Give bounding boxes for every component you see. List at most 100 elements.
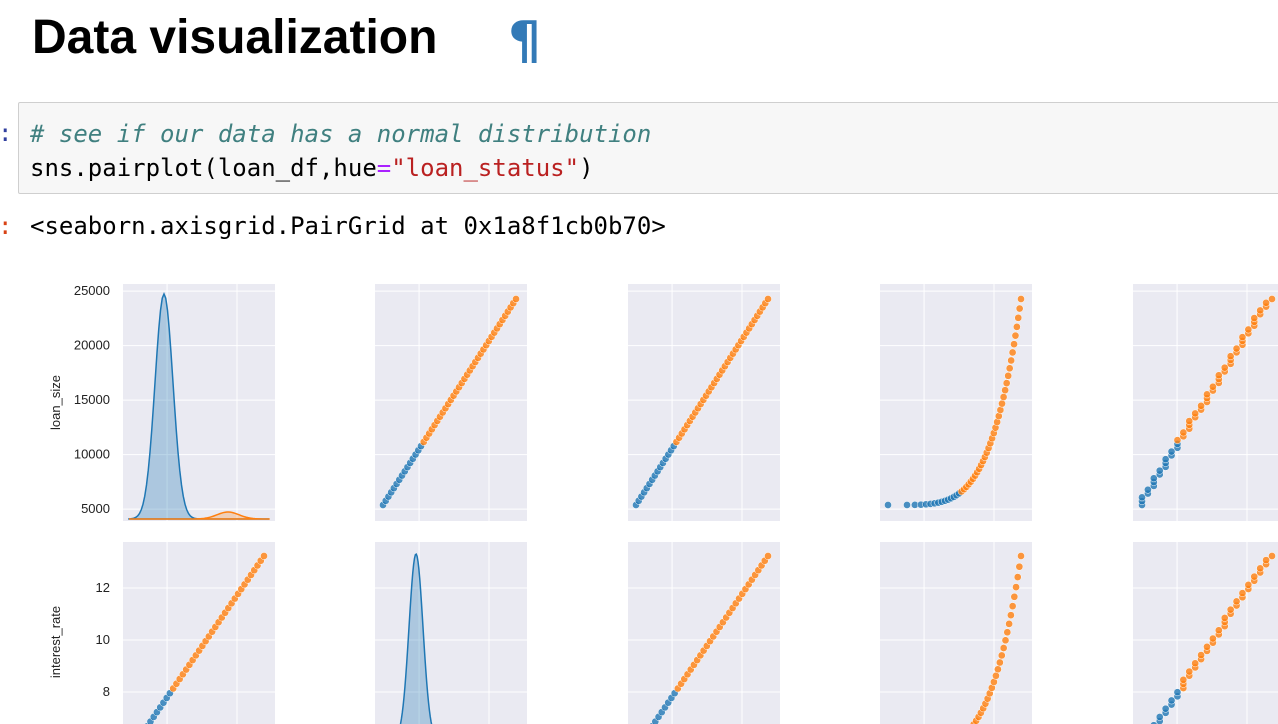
scatter-point: [1150, 721, 1158, 724]
scatter-point: [1232, 344, 1241, 353]
y-tick-label: 12: [96, 580, 110, 595]
scatter-point: [1003, 628, 1012, 637]
scatter-point: [1011, 331, 1020, 340]
scatter-point: [1015, 304, 1024, 313]
scatter-point: [1232, 597, 1241, 606]
kde-curve: [399, 552, 433, 724]
scatter-point: [1155, 713, 1164, 721]
scatter-point: [1185, 667, 1194, 676]
scatter-point: [1256, 564, 1265, 573]
code-cell-input[interactable]: # see if our data has a normal distribut…: [18, 102, 1278, 194]
scatter-point: [1138, 493, 1146, 502]
scatter-point: [1161, 704, 1170, 713]
scatter-point: [1155, 466, 1164, 475]
code-operator: =: [376, 154, 392, 182]
output-prompt: :: [0, 211, 12, 241]
scatter-point: [1220, 363, 1229, 372]
y-tick-label: 5000: [81, 501, 110, 516]
scatter-point: [1226, 605, 1235, 614]
scatter-point: [1149, 474, 1158, 483]
scatter-point: [992, 671, 1000, 680]
scatter-point: [1004, 371, 1013, 380]
scatter-point: [1256, 306, 1265, 315]
scatter-point: [1209, 382, 1217, 391]
page-title: Data visualization: [32, 11, 438, 64]
scatter-point: [1203, 390, 1211, 399]
scatter-point: [1214, 371, 1223, 380]
scatter-point: [1197, 651, 1205, 659]
scatter-point: [1203, 642, 1211, 651]
scatter-point: [1238, 589, 1247, 597]
scatter-point: [1214, 626, 1223, 635]
scatter-point: [1001, 386, 1009, 395]
scatter-point: [1262, 556, 1270, 564]
y-axis-label: interest_rate: [48, 606, 63, 678]
scatter-point: [1191, 409, 1200, 418]
code-string: "loan_status": [391, 154, 580, 182]
scatter-point: [1008, 348, 1017, 357]
scatter-point: [997, 651, 1006, 660]
scatter-point: [1191, 659, 1200, 668]
scatter-point: [1167, 447, 1176, 456]
pairplot-chart: 25000 20000 15000 10000 5000 12 10 8 loan_sizein…: [48, 283, 1278, 724]
y-tick-label: 10: [96, 632, 110, 647]
scatter-point: [1262, 298, 1270, 307]
scatter-point: [1173, 436, 1182, 444]
scatter-point: [1244, 581, 1253, 589]
scatter-point: [1250, 572, 1259, 581]
scatter-point: [1013, 573, 1022, 581]
pairplot-panel: [375, 542, 527, 724]
scatter-point: [999, 393, 1008, 401]
scatter-point: [512, 295, 520, 303]
scatter-point: [1268, 295, 1276, 303]
scatter-point: [1220, 614, 1229, 622]
scatter-point: [1167, 696, 1176, 705]
code-close: ): [579, 154, 594, 182]
y-tick-label: 8: [103, 684, 110, 699]
anchor-link-icon[interactable]: ¶: [508, 11, 542, 71]
scatter-point: [1001, 636, 1010, 645]
scatter-point: [1015, 562, 1024, 571]
scatter-point: [1017, 295, 1025, 303]
scatter-point: [998, 399, 1006, 408]
scatter-point: [1144, 485, 1152, 494]
scatter-point: [1013, 323, 1021, 331]
y-tick-label: 25000: [74, 283, 110, 298]
scatter-point: [1007, 611, 1015, 620]
scatter-point: [1250, 314, 1259, 322]
scatter-point: [996, 406, 1005, 414]
scatter-point: [1238, 333, 1247, 341]
scatter-point: [884, 501, 892, 509]
scatter-point: [903, 501, 911, 509]
scatter-point: [1244, 325, 1253, 334]
pairplot-panel: [123, 284, 275, 521]
scatter-point: [1179, 428, 1188, 437]
scatter-point: [1010, 340, 1018, 349]
scatter-point: [999, 644, 1008, 652]
code-comment: # see if our data has a normal distribut…: [30, 120, 652, 148]
code-editor[interactable]: # see if our data has a normal distribut…: [30, 117, 651, 185]
scatter-point: [1226, 352, 1235, 361]
scatter-point: [994, 665, 1002, 674]
scatter-point: [260, 552, 268, 560]
pairplot-panel: [1133, 542, 1278, 724]
scatter-point: [1179, 675, 1188, 684]
y-tick-label: 15000: [74, 392, 110, 407]
input-prompt: :: [0, 118, 12, 148]
scatter-point: [1161, 455, 1170, 464]
scatter-point: [764, 295, 772, 303]
scatter-point: [1008, 602, 1017, 611]
scatter-point: [1209, 634, 1217, 643]
y-tick-label: 20000: [74, 338, 110, 353]
scatter-point: [1017, 552, 1025, 560]
scatter-point: [1012, 583, 1020, 591]
y-tick-label: 10000: [74, 447, 110, 462]
scatter-point: [1002, 379, 1011, 387]
scatter-point: [1010, 592, 1019, 601]
scatter-point: [1014, 313, 1023, 322]
scatter-point: [1173, 688, 1182, 697]
scatter-point: [1005, 620, 1013, 628]
scatter-point: [1185, 417, 1194, 425]
scatter-point: [996, 658, 1004, 667]
y-axis-label: loan_size: [48, 375, 63, 430]
